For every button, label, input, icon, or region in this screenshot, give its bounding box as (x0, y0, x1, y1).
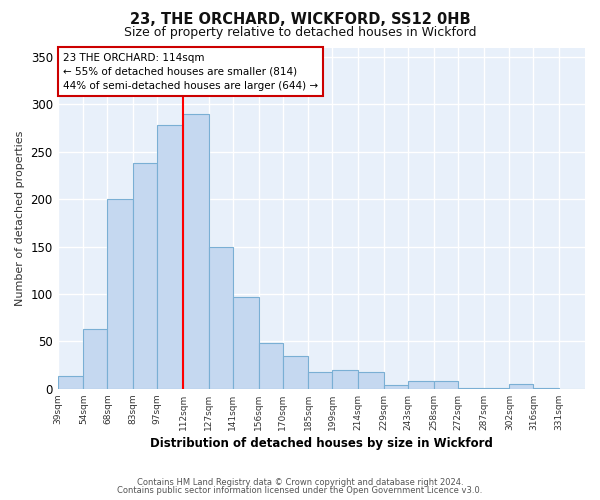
Y-axis label: Number of detached properties: Number of detached properties (15, 130, 25, 306)
Bar (332, 370, 358, 389)
Bar (107, 199, 133, 389)
Bar (157, 125, 183, 389)
Text: Size of property relative to detached houses in Wickford: Size of property relative to detached ho… (124, 26, 476, 39)
Bar (509, 384, 533, 389)
X-axis label: Distribution of detached houses by size in Wickford: Distribution of detached houses by size … (150, 437, 493, 450)
Bar (533, 388, 559, 389)
Text: Contains public sector information licensed under the Open Government Licence v3: Contains public sector information licen… (118, 486, 482, 495)
Bar (484, 388, 509, 389)
Bar (458, 388, 484, 389)
Bar (308, 372, 332, 389)
Bar (259, 344, 283, 389)
Bar (209, 246, 233, 389)
Bar (408, 381, 434, 389)
Bar (358, 372, 384, 389)
Bar (233, 297, 259, 389)
Bar (58, 376, 83, 389)
Text: 23, THE ORCHARD, WICKFORD, SS12 0HB: 23, THE ORCHARD, WICKFORD, SS12 0HB (130, 12, 470, 28)
Text: 23 THE ORCHARD: 114sqm
← 55% of detached houses are smaller (814)
44% of semi-de: 23 THE ORCHARD: 114sqm ← 55% of detached… (63, 52, 318, 90)
Bar (183, 114, 209, 389)
Bar (434, 381, 458, 389)
Bar (283, 356, 308, 389)
Bar (83, 329, 107, 389)
Bar (133, 163, 157, 389)
Bar (384, 385, 408, 389)
Text: Contains HM Land Registry data © Crown copyright and database right 2024.: Contains HM Land Registry data © Crown c… (137, 478, 463, 487)
